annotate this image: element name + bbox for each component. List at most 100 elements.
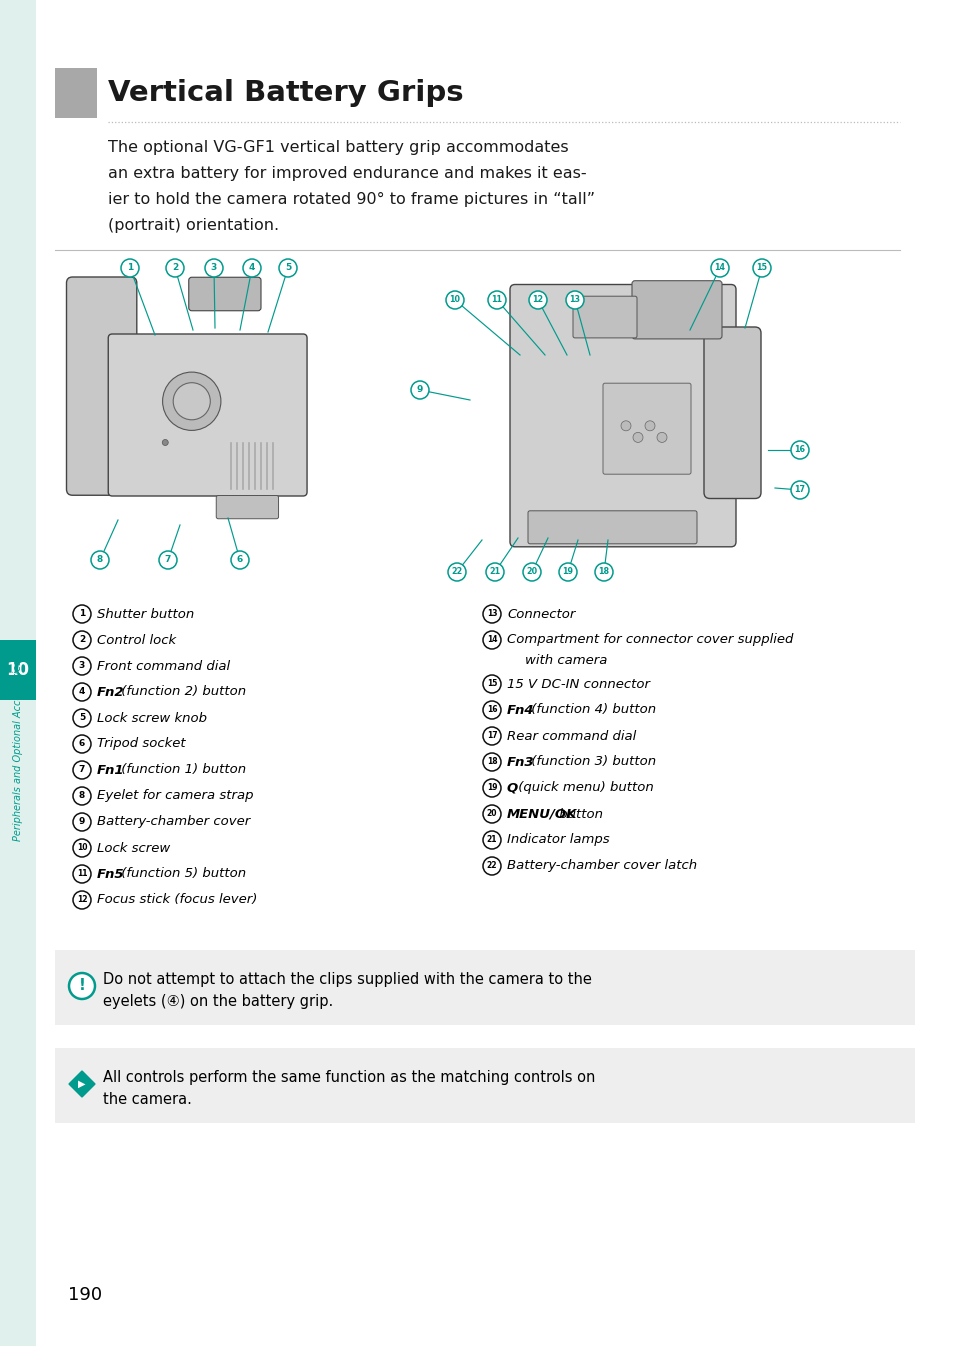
Circle shape: [278, 258, 296, 277]
Text: Front command dial: Front command dial: [97, 660, 230, 673]
Circle shape: [482, 805, 500, 822]
Circle shape: [73, 839, 91, 857]
Text: Lock screw knob: Lock screw knob: [97, 712, 207, 724]
Text: 7: 7: [165, 556, 171, 564]
Text: (function 5) button: (function 5) button: [117, 868, 246, 880]
Text: (quick menu) button: (quick menu) button: [514, 782, 653, 794]
Text: Fn5: Fn5: [97, 868, 125, 880]
FancyBboxPatch shape: [573, 296, 637, 338]
Circle shape: [522, 563, 540, 581]
Text: 7: 7: [79, 766, 85, 774]
Bar: [0, 639, 36, 700]
Text: 15: 15: [486, 680, 497, 689]
Circle shape: [159, 551, 177, 569]
Circle shape: [448, 563, 465, 581]
Circle shape: [73, 787, 91, 805]
Circle shape: [173, 382, 210, 420]
Text: Fn3: Fn3: [506, 755, 534, 769]
Text: 13: 13: [486, 610, 497, 619]
Polygon shape: [69, 1071, 95, 1097]
Text: Vertical Battery Grips: Vertical Battery Grips: [108, 79, 463, 106]
Text: 8: 8: [97, 556, 103, 564]
Circle shape: [73, 682, 91, 701]
Text: 19: 19: [562, 568, 573, 576]
Circle shape: [482, 779, 500, 797]
Circle shape: [69, 973, 95, 999]
Text: 3: 3: [211, 264, 217, 272]
Circle shape: [752, 258, 770, 277]
Circle shape: [790, 441, 808, 459]
Text: Fn2: Fn2: [97, 685, 125, 699]
Bar: [0, 0, 36, 1346]
Text: Fn4: Fn4: [506, 704, 534, 716]
FancyBboxPatch shape: [510, 284, 735, 546]
Text: (function 1) button: (function 1) button: [117, 763, 246, 777]
Text: Q: Q: [506, 782, 517, 794]
Bar: [55, 950, 914, 1026]
Circle shape: [633, 432, 642, 443]
Text: 1: 1: [79, 610, 85, 619]
Text: Eyelet for camera strap: Eyelet for camera strap: [97, 790, 253, 802]
Circle shape: [162, 371, 221, 431]
Text: Rear command dial: Rear command dial: [506, 730, 636, 743]
Circle shape: [91, 551, 109, 569]
FancyBboxPatch shape: [189, 277, 261, 311]
Text: Control lock: Control lock: [97, 634, 176, 646]
Circle shape: [485, 563, 503, 581]
Circle shape: [595, 563, 613, 581]
Circle shape: [73, 865, 91, 883]
Text: 1: 1: [127, 264, 133, 272]
Text: Tripod socket: Tripod socket: [97, 738, 186, 751]
Text: 190: 190: [68, 1285, 102, 1304]
Text: 19: 19: [486, 783, 497, 793]
Text: an extra battery for improved endurance and makes it eas-: an extra battery for improved endurance …: [108, 166, 586, 180]
Text: 10: 10: [7, 661, 30, 678]
Text: The optional VG-GF1 vertical battery grip accommodates: The optional VG-GF1 vertical battery gri…: [108, 140, 568, 155]
FancyBboxPatch shape: [602, 384, 690, 474]
Text: (portrait) orientation.: (portrait) orientation.: [108, 218, 279, 233]
Text: 13: 13: [569, 296, 579, 304]
Circle shape: [73, 709, 91, 727]
Text: 8: 8: [79, 791, 85, 801]
Text: ier to hold the camera rotated 90° to frame pictures in “tall”: ier to hold the camera rotated 90° to fr…: [108, 192, 595, 207]
Text: 12: 12: [76, 895, 87, 905]
Bar: [55, 1049, 914, 1123]
Circle shape: [73, 631, 91, 649]
Circle shape: [411, 381, 429, 398]
Text: eyelets (④) on the battery grip.: eyelets (④) on the battery grip.: [103, 993, 333, 1010]
Text: 22: 22: [451, 568, 462, 576]
Circle shape: [620, 421, 630, 431]
Text: 4: 4: [249, 264, 254, 272]
Text: the camera.: the camera.: [103, 1092, 192, 1106]
Circle shape: [558, 563, 577, 581]
FancyBboxPatch shape: [631, 281, 721, 339]
Text: Battery-chamber cover: Battery-chamber cover: [97, 816, 250, 829]
FancyBboxPatch shape: [216, 495, 278, 518]
Text: 14: 14: [714, 264, 724, 272]
FancyBboxPatch shape: [108, 334, 307, 495]
Circle shape: [565, 291, 583, 310]
Text: 20: 20: [486, 809, 497, 818]
Text: (function 2) button: (function 2) button: [117, 685, 246, 699]
Text: 22: 22: [486, 861, 497, 871]
Circle shape: [162, 440, 168, 446]
Text: 17: 17: [486, 731, 497, 740]
Text: 16: 16: [486, 705, 497, 715]
Circle shape: [446, 291, 463, 310]
Circle shape: [657, 432, 666, 443]
Text: Focus stick (focus lever): Focus stick (focus lever): [97, 894, 257, 906]
Circle shape: [482, 604, 500, 623]
Text: 9: 9: [79, 817, 85, 826]
Circle shape: [73, 813, 91, 830]
Circle shape: [488, 291, 505, 310]
Text: 21: 21: [486, 836, 497, 844]
Text: Do not attempt to attach the clips supplied with the camera to the: Do not attempt to attach the clips suppl…: [103, 972, 591, 987]
Text: 9: 9: [416, 385, 423, 394]
Circle shape: [231, 551, 249, 569]
Text: (function 3) button: (function 3) button: [527, 755, 656, 769]
Circle shape: [73, 735, 91, 752]
Circle shape: [482, 727, 500, 744]
Text: Connector: Connector: [506, 607, 575, 621]
Circle shape: [121, 258, 139, 277]
FancyBboxPatch shape: [527, 510, 697, 544]
